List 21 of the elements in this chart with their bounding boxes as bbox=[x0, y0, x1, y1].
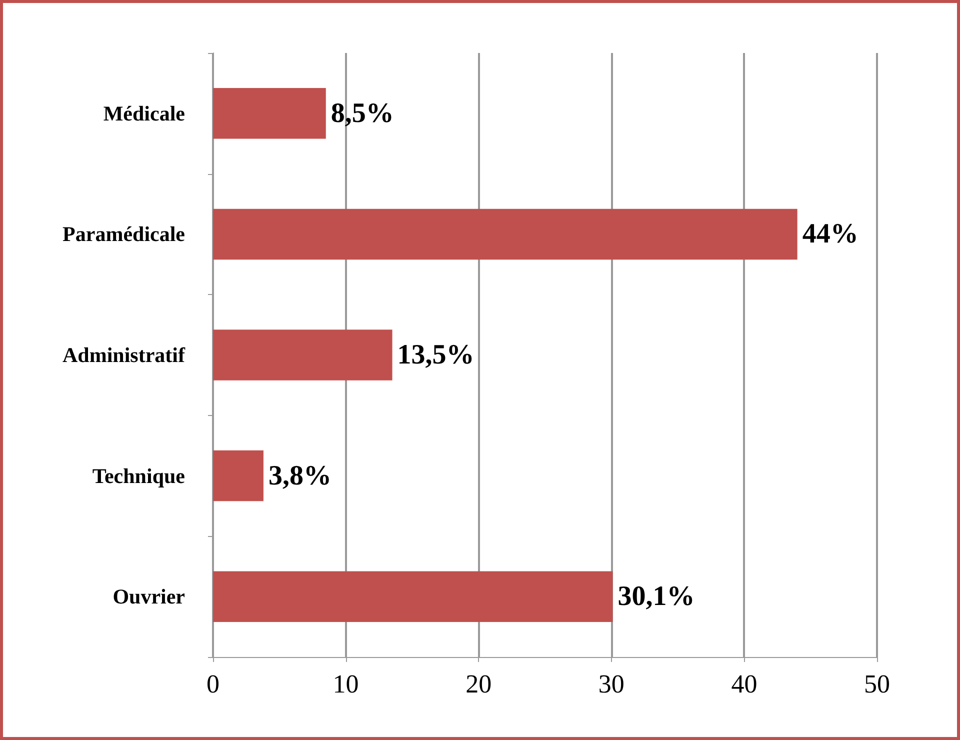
y-tick-label: Paramédicale bbox=[62, 222, 185, 246]
y-tick-label: Ouvrier bbox=[112, 584, 185, 609]
y-tick-label: Technique bbox=[92, 464, 185, 488]
data-label: 44% bbox=[802, 218, 858, 250]
data-label: 3,8% bbox=[268, 460, 332, 492]
bar bbox=[213, 208, 798, 260]
x-tick-label: 10 bbox=[332, 670, 359, 698]
data-label: 8,5% bbox=[330, 98, 394, 129]
x-tick-label: 20 bbox=[466, 670, 492, 698]
data-label: 30,1% bbox=[618, 581, 695, 612]
x-tick-label: 30 bbox=[598, 670, 624, 698]
x-tick-label: 40 bbox=[731, 670, 758, 698]
x-tick-label: 50 bbox=[864, 670, 890, 698]
y-tick-label: Médicale bbox=[103, 101, 185, 126]
data-label: 13,5% bbox=[397, 340, 474, 370]
y-tick-label: Administratif bbox=[62, 343, 186, 367]
x-tick-label: 0 bbox=[206, 670, 220, 698]
bar bbox=[213, 571, 613, 622]
bar bbox=[213, 88, 326, 139]
bar bbox=[213, 450, 264, 502]
bar bbox=[213, 330, 392, 380]
